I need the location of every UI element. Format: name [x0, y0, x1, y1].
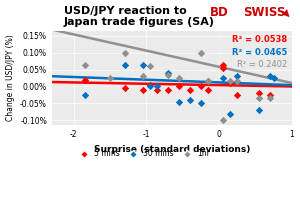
Point	[220, 119, 225, 122]
Point	[235, 93, 240, 97]
Point	[235, 80, 240, 83]
Point	[272, 76, 276, 80]
X-axis label: Surprise (standard deviations): Surprise (standard deviations)	[94, 145, 250, 154]
Point	[140, 63, 145, 66]
Text: BD: BD	[210, 6, 229, 19]
Point	[82, 63, 87, 66]
Point	[268, 93, 273, 97]
Point	[268, 75, 273, 78]
Point	[228, 80, 232, 83]
Point	[206, 88, 211, 92]
Point	[228, 81, 232, 85]
Text: R² = 0.0538: R² = 0.0538	[232, 35, 287, 45]
Point	[122, 63, 127, 66]
Point	[268, 97, 273, 100]
Point	[257, 92, 262, 95]
Point	[188, 98, 193, 102]
Point	[188, 88, 193, 92]
Point	[228, 112, 232, 115]
Text: ▶: ▶	[280, 7, 292, 20]
Point	[199, 102, 203, 105]
Point	[140, 75, 145, 78]
Point	[206, 80, 211, 83]
Point	[148, 83, 152, 86]
Text: R² = 0.0465: R² = 0.0465	[232, 48, 287, 57]
Legend: 5 mins, 30 mins, 1hr: 5 mins, 30 mins, 1hr	[73, 146, 213, 161]
Point	[155, 85, 160, 88]
Point	[220, 66, 225, 70]
Point	[235, 75, 240, 78]
Point	[199, 85, 203, 88]
Point	[140, 88, 145, 92]
Point	[108, 76, 112, 80]
Point	[177, 85, 182, 88]
Point	[82, 93, 87, 97]
Point	[199, 51, 203, 54]
Point	[148, 85, 152, 88]
Text: USD/JPY reaction to
Japan trade figures (SA): USD/JPY reaction to Japan trade figures …	[64, 6, 215, 27]
Point	[177, 76, 182, 80]
Point	[166, 88, 171, 92]
Point	[148, 65, 152, 68]
Point	[122, 51, 127, 54]
Point	[220, 76, 225, 80]
Point	[82, 78, 87, 81]
Text: R² = 0.2402: R² = 0.2402	[237, 60, 287, 69]
Point	[155, 88, 160, 92]
Text: SWISS: SWISS	[243, 6, 285, 19]
Point	[206, 80, 211, 83]
Point	[257, 97, 262, 100]
Point	[177, 100, 182, 103]
Point	[220, 63, 225, 66]
Point	[166, 71, 171, 75]
Point	[166, 73, 171, 76]
Point	[257, 108, 262, 112]
Point	[122, 86, 127, 90]
Y-axis label: Change in USD/JPY (%): Change in USD/JPY (%)	[6, 35, 15, 121]
